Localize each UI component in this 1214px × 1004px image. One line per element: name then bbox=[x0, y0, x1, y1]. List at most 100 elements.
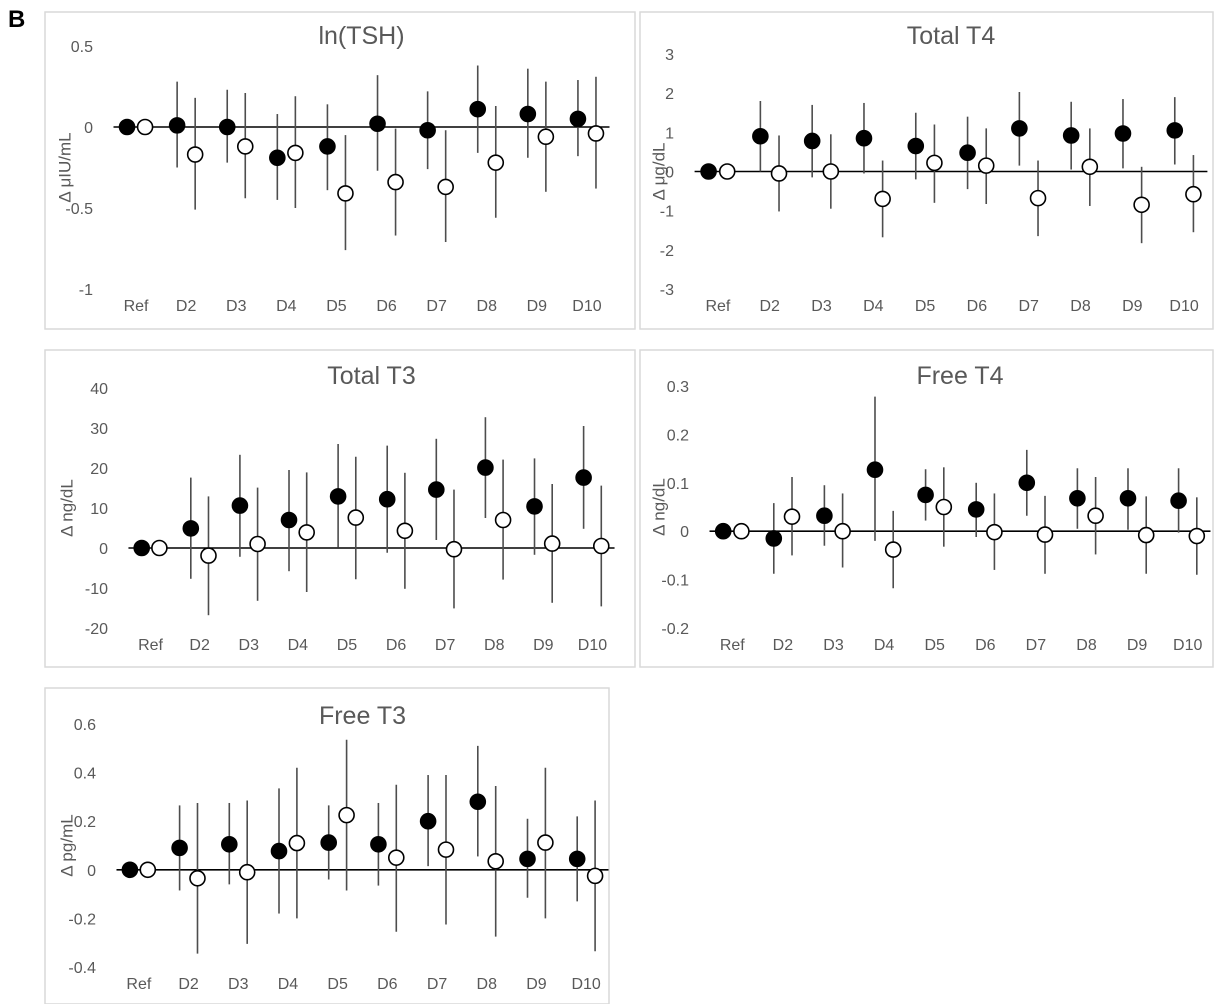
data-point-open bbox=[298, 524, 315, 541]
chart-title: Free T4 bbox=[916, 362, 1003, 390]
data-point-open bbox=[437, 841, 455, 858]
y-tick-label: -0.1 bbox=[661, 573, 689, 590]
x-tick-label: Ref bbox=[720, 637, 745, 654]
data-point-filled bbox=[519, 105, 537, 123]
data-point-open bbox=[1185, 185, 1202, 203]
data-point-open bbox=[396, 522, 414, 540]
panel-border bbox=[44, 349, 636, 668]
x-tick-label: D10 bbox=[578, 637, 607, 654]
data-point-filled bbox=[171, 839, 188, 857]
chart-title: ln(TSH) bbox=[318, 22, 404, 50]
data-point-filled bbox=[855, 129, 873, 147]
data-point-filled bbox=[700, 163, 717, 180]
y-tick-label: 0 bbox=[99, 541, 108, 558]
data-point-filled bbox=[270, 842, 288, 860]
data-point-filled bbox=[752, 127, 769, 145]
data-point-filled bbox=[575, 469, 592, 486]
data-point-filled bbox=[568, 850, 586, 868]
x-tick-label: Ref bbox=[124, 298, 149, 315]
data-point-filled bbox=[182, 520, 200, 537]
chart-panel: Total T3 -20 -10 0 10 20 30 40 Δ ng/dL Ref D2 D3 D4 D… bbox=[44, 349, 636, 668]
y-tick-label: 1 bbox=[665, 125, 674, 142]
chart-panel: ln(TSH) -1 -0.5 0 0.5 Δ μIU/mL Ref D2 D3 D4 D5 D6 D7… bbox=[44, 11, 636, 330]
chart-panel: Total T4 -3 -2 -1 0 1 2 3 Δ μg/dL Ref D2 D3 D4 D5 D6 D7… bbox=[639, 11, 1214, 330]
x-tick-label: D6 bbox=[975, 637, 996, 654]
chart-panel: Free T4 -0.2 -0.1 0 0.1 0.2 0.3 Δ ng/dL Ref D2 D3 D… bbox=[639, 349, 1214, 668]
data-point-open bbox=[1029, 189, 1047, 207]
data-point-open bbox=[288, 834, 306, 852]
data-point-open bbox=[189, 870, 206, 887]
data-point-filled bbox=[917, 486, 934, 504]
y-tick-label: 10 bbox=[90, 501, 108, 518]
y-tick-label: 0 bbox=[84, 120, 93, 137]
data-point-open bbox=[387, 173, 404, 191]
data-point-filled bbox=[1011, 120, 1028, 137]
y-tick-label: 0 bbox=[680, 524, 689, 541]
x-tick-label: Ref bbox=[126, 976, 151, 993]
x-tick-label: D10 bbox=[1169, 298, 1198, 315]
x-tick-label: D8 bbox=[477, 976, 498, 993]
data-point-filled bbox=[765, 530, 783, 547]
data-point-filled bbox=[1018, 474, 1036, 492]
data-point-open bbox=[200, 547, 217, 564]
x-tick-label: D7 bbox=[1026, 637, 1047, 654]
data-point-open bbox=[935, 498, 953, 516]
data-point-open bbox=[537, 128, 555, 146]
x-tick-label: D10 bbox=[571, 976, 600, 993]
panel-border bbox=[639, 349, 1214, 668]
x-tick-label: D6 bbox=[967, 298, 988, 315]
x-tick-label: D10 bbox=[1173, 637, 1202, 654]
data-point-open bbox=[338, 806, 355, 824]
x-tick-label: D5 bbox=[924, 637, 945, 654]
y-axis-label: Δ ng/dL bbox=[57, 479, 76, 537]
data-point-filled bbox=[907, 137, 925, 155]
x-tick-label: D9 bbox=[527, 298, 548, 315]
x-tick-label: D6 bbox=[386, 637, 407, 654]
data-point-filled bbox=[121, 861, 139, 879]
data-point-filled bbox=[569, 110, 587, 128]
data-point-open bbox=[543, 535, 561, 552]
data-point-open bbox=[494, 511, 512, 529]
data-point-filled bbox=[519, 850, 536, 868]
data-point-open bbox=[587, 125, 605, 142]
x-tick-label: D9 bbox=[533, 637, 554, 654]
data-point-open bbox=[1081, 158, 1099, 176]
y-tick-label: -3 bbox=[660, 282, 674, 299]
y-tick-label: -0.5 bbox=[65, 201, 93, 218]
data-point-filled bbox=[419, 812, 437, 830]
data-point-open bbox=[783, 508, 801, 525]
y-tick-label: -20 bbox=[85, 621, 108, 638]
y-tick-label: 0.2 bbox=[667, 427, 689, 444]
x-tick-label: D9 bbox=[1127, 637, 1148, 654]
y-tick-label: 2 bbox=[665, 86, 674, 103]
data-point-open bbox=[236, 138, 254, 155]
y-tick-label: 0.5 bbox=[71, 39, 93, 56]
y-axis-label: Δ pg/mL bbox=[57, 814, 76, 876]
data-point-filled bbox=[428, 481, 445, 498]
x-tick-label: D6 bbox=[376, 298, 397, 315]
data-point-open bbox=[287, 144, 304, 162]
data-point-open bbox=[986, 523, 1003, 541]
x-tick-label: D2 bbox=[178, 976, 199, 993]
data-point-open bbox=[337, 185, 354, 202]
data-point-filled bbox=[816, 507, 833, 525]
data-point-filled bbox=[378, 490, 396, 508]
y-tick-label: -0.2 bbox=[68, 911, 96, 928]
y-tick-label: -2 bbox=[660, 243, 674, 260]
data-point-filled bbox=[959, 144, 976, 161]
data-point-open bbox=[487, 154, 505, 171]
x-tick-label: D4 bbox=[276, 298, 297, 315]
data-point-filled bbox=[221, 835, 238, 853]
y-axis-label: Δ ng/dL bbox=[649, 478, 668, 536]
data-point-filled bbox=[1069, 489, 1086, 507]
data-point-open bbox=[834, 522, 851, 540]
y-tick-label: 0 bbox=[665, 165, 674, 182]
y-tick-label: 0.1 bbox=[667, 476, 689, 493]
data-point-open bbox=[347, 509, 365, 526]
data-point-filled bbox=[967, 501, 985, 518]
data-point-open bbox=[437, 178, 454, 196]
y-tick-label: -0.2 bbox=[661, 621, 689, 638]
y-tick-label: 40 bbox=[90, 381, 108, 398]
y-axis-label: Δ μg/dL bbox=[649, 142, 668, 200]
x-tick-label: D6 bbox=[377, 976, 398, 993]
